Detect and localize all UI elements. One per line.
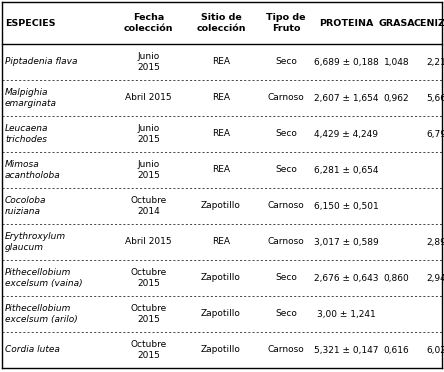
Text: 0,962: 0,962 bbox=[384, 93, 409, 103]
Text: Seco: Seco bbox=[275, 129, 297, 138]
Text: ESPECIES: ESPECIES bbox=[5, 19, 56, 28]
Text: 2,607 ± 1,654: 2,607 ± 1,654 bbox=[314, 93, 379, 103]
Text: 0,616: 0,616 bbox=[384, 346, 409, 355]
Text: Erythroxylum
glaucum: Erythroxylum glaucum bbox=[5, 232, 66, 252]
Text: 6,79: 6,79 bbox=[426, 129, 444, 138]
Text: 6,281 ± 0,654: 6,281 ± 0,654 bbox=[314, 166, 379, 174]
Bar bbox=[2, 2, 442, 44]
Text: 6,689 ± 0,188: 6,689 ± 0,188 bbox=[314, 58, 379, 67]
Text: Junio
2015: Junio 2015 bbox=[137, 160, 160, 180]
Text: Pithecellobium
excelsum (arilo): Pithecellobium excelsum (arilo) bbox=[5, 304, 78, 324]
Text: 4,429 ± 4,249: 4,429 ± 4,249 bbox=[314, 129, 378, 138]
Text: Mimosa
acantholoba: Mimosa acantholoba bbox=[5, 160, 61, 180]
Text: Seco: Seco bbox=[275, 273, 297, 282]
Text: 3,00 ± 1,241: 3,00 ± 1,241 bbox=[317, 310, 376, 318]
Text: Octubre
2014: Octubre 2014 bbox=[131, 196, 166, 216]
Text: 2,89: 2,89 bbox=[426, 237, 444, 247]
Text: Octubre
2015: Octubre 2015 bbox=[131, 304, 166, 324]
Text: REA: REA bbox=[212, 237, 230, 247]
Text: 2,21: 2,21 bbox=[426, 58, 444, 67]
Text: Carnoso: Carnoso bbox=[268, 237, 305, 247]
Text: REA: REA bbox=[212, 93, 230, 103]
Text: Carnoso: Carnoso bbox=[268, 346, 305, 355]
Text: REA: REA bbox=[212, 58, 230, 67]
Text: Carnoso: Carnoso bbox=[268, 93, 305, 103]
Text: 5,66: 5,66 bbox=[426, 93, 444, 103]
Text: 0,860: 0,860 bbox=[384, 273, 409, 282]
Text: PROTEINA: PROTEINA bbox=[319, 19, 374, 28]
Text: 6,02: 6,02 bbox=[426, 346, 444, 355]
Text: 3,017 ± 0,589: 3,017 ± 0,589 bbox=[314, 237, 379, 247]
Text: 1,048: 1,048 bbox=[384, 58, 409, 67]
Text: Piptadenia flava: Piptadenia flava bbox=[5, 58, 78, 67]
Text: Zapotillo: Zapotillo bbox=[201, 273, 241, 282]
Text: Octubre
2015: Octubre 2015 bbox=[131, 340, 166, 360]
Text: REA: REA bbox=[212, 166, 230, 174]
Text: Zapotillo: Zapotillo bbox=[201, 346, 241, 355]
Text: Pithecellobium
excelsum (vaina): Pithecellobium excelsum (vaina) bbox=[5, 268, 83, 288]
Text: Cordia lutea: Cordia lutea bbox=[5, 346, 60, 355]
Text: Fecha
colección: Fecha colección bbox=[124, 13, 173, 33]
Text: Cocoloba
ruiziana: Cocoloba ruiziana bbox=[5, 196, 47, 216]
Text: Seco: Seco bbox=[275, 310, 297, 318]
Text: Octubre
2015: Octubre 2015 bbox=[131, 268, 166, 288]
Text: Abril 2015: Abril 2015 bbox=[125, 237, 172, 247]
Text: Seco: Seco bbox=[275, 58, 297, 67]
Text: 6,150 ± 0,501: 6,150 ± 0,501 bbox=[314, 202, 379, 211]
Text: REA: REA bbox=[212, 129, 230, 138]
Text: 2,676 ± 0,643: 2,676 ± 0,643 bbox=[314, 273, 379, 282]
Text: 2,94: 2,94 bbox=[426, 273, 444, 282]
Text: GRASA: GRASA bbox=[378, 19, 415, 28]
Text: Carnoso: Carnoso bbox=[268, 202, 305, 211]
Text: Seco: Seco bbox=[275, 166, 297, 174]
Text: Zapotillo: Zapotillo bbox=[201, 202, 241, 211]
Text: Malpighia
emarginata: Malpighia emarginata bbox=[5, 88, 57, 108]
Text: Leucaena
trichodes: Leucaena trichodes bbox=[5, 124, 48, 144]
Text: CENIZAS: CENIZAS bbox=[413, 19, 444, 28]
Text: Abril 2015: Abril 2015 bbox=[125, 93, 172, 103]
Text: 5,321 ± 0,147: 5,321 ± 0,147 bbox=[314, 346, 379, 355]
Text: Tipo de
Fruto: Tipo de Fruto bbox=[266, 13, 306, 33]
Text: Junio
2015: Junio 2015 bbox=[137, 124, 160, 144]
Text: Sitio de
colección: Sitio de colección bbox=[196, 13, 246, 33]
Text: Zapotillo: Zapotillo bbox=[201, 310, 241, 318]
Text: Junio
2015: Junio 2015 bbox=[137, 52, 160, 72]
